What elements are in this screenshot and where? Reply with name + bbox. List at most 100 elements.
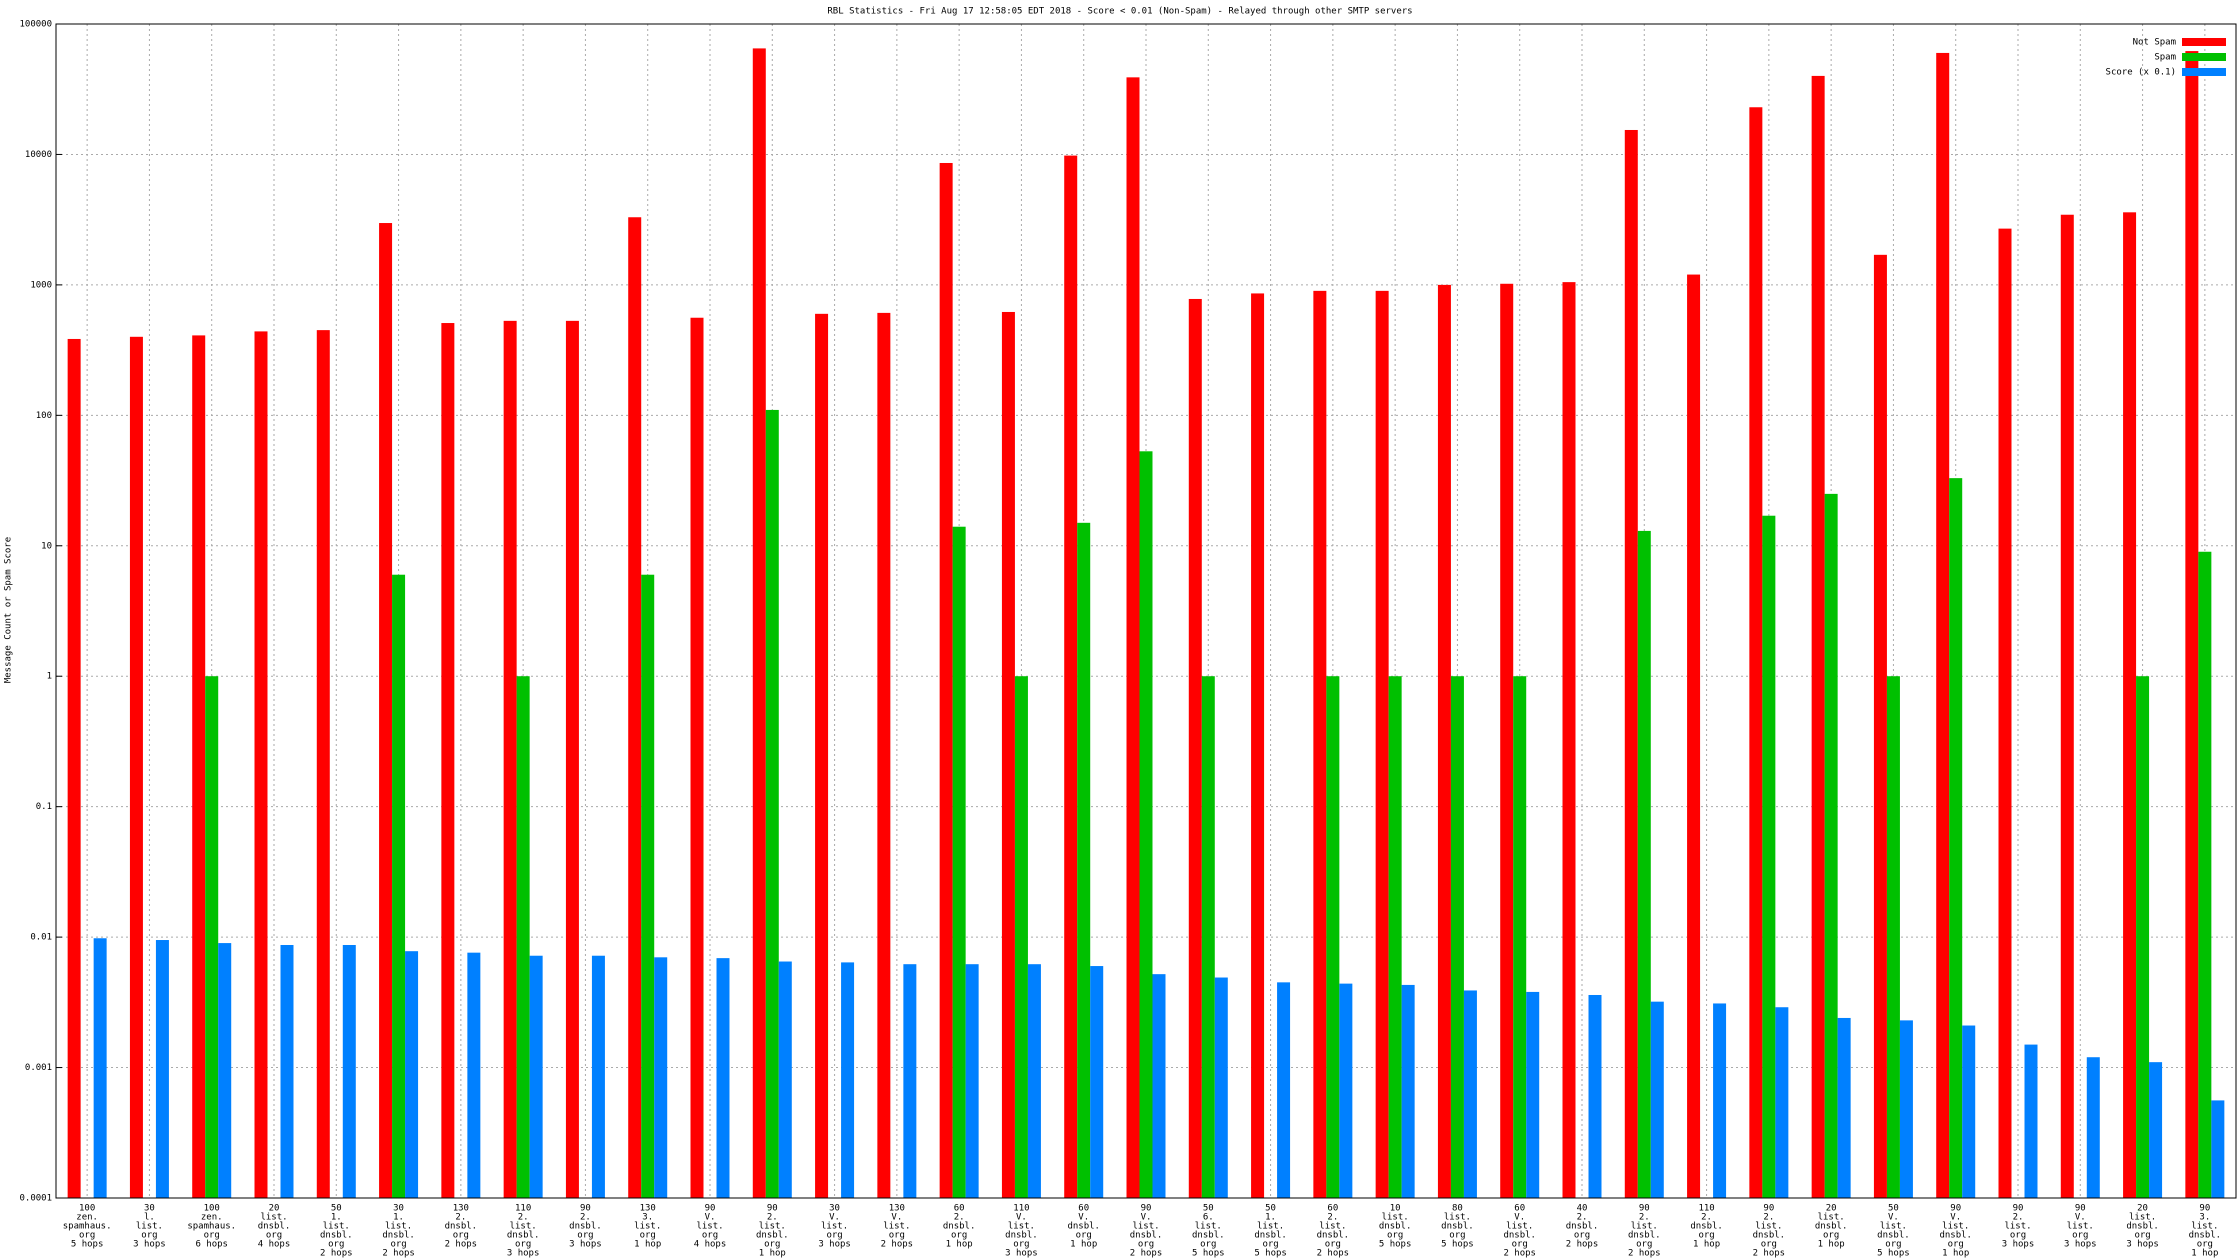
x-tick-label: 2. [1639,1213,1650,1223]
x-tick-label: 2 hops [1628,1249,1661,1259]
x-tick-label: dnsbl. [1628,1231,1661,1241]
x-tick-label: 1 hop [1070,1240,1097,1250]
bar [765,409,779,1198]
y-tick-label: 0.001 [25,1063,52,1073]
y-tick-label: 0.01 [30,933,52,943]
x-tick-label: list. [510,1222,537,1232]
x-tick-label: dnsbl. [1877,1231,1910,1241]
x-tick-label: list. [883,1222,910,1232]
legend-label: Score (x 0.1) [2106,68,2176,78]
x-tick-label: 90 [1950,1204,1961,1214]
x-tick-label: 2 hops [382,1249,415,1259]
y-tick-label: 100 [36,411,52,421]
x-tick-label: 1 hop [1942,1249,1969,1259]
x-tick-label: list. [1942,1222,1969,1232]
x-tick-label: dnsbl. [569,1222,602,1232]
bar [716,958,730,1198]
bar [1064,155,1078,1198]
bar [67,338,81,1198]
bar [1713,1003,1727,1198]
bar [1762,515,1776,1198]
x-tick-label: 2. [1701,1213,1712,1223]
x-tick-label: 2 hops [1130,1249,1163,1259]
plot-frame [55,23,2237,1199]
legend-label: Spam [2154,53,2176,63]
bar [1139,451,1153,1198]
x-tick-label: org [1636,1240,1652,1250]
bar [1126,77,1140,1198]
bar [2024,1044,2038,1198]
x-tick-label: 3 hops [507,1249,540,1259]
x-tick-label: spamhaus. [187,1222,236,1232]
x-tick-label: 60 [1514,1204,1525,1214]
x-tick-label: list. [2004,1222,2031,1232]
bar [467,952,481,1198]
x-tick-label: dnsbl. [1005,1231,1038,1241]
x-tick-label: 1. [393,1213,404,1223]
bar [1749,107,1763,1199]
x-tick-label: dnsbl. [1192,1231,1225,1241]
x-tick-label: 2. [1577,1213,1588,1223]
bar [1526,991,1540,1198]
y-tick-label: 0.1 [36,802,52,812]
x-tick-label: 1 hop [759,1249,786,1259]
bar [2198,551,2212,1198]
x-tick-label: list. [260,1213,287,1223]
x-tick-label: 90 [580,1204,591,1214]
x-tick-label: 40 [1577,1204,1588,1214]
bar [516,676,530,1198]
x-tick-label: org [1823,1231,1839,1241]
x-tick-label: list. [1880,1222,1907,1232]
x-tick-label: 30 [829,1204,840,1214]
bar [392,574,406,1198]
x-tick-label: 30 [393,1204,404,1214]
x-tick-label: list. [2067,1222,2094,1232]
x-tick-label: 2. [2013,1213,2024,1223]
x-tick-label: spamhaus. [63,1222,112,1232]
x-tick-label: org [826,1231,842,1241]
bar [192,335,206,1199]
bar [1837,1017,1851,1198]
bar [1437,284,1451,1198]
x-tick-label: 50 [1265,1204,1276,1214]
x-tick-label: V. [1016,1213,1027,1223]
x-tick-label: 2 hops [881,1240,914,1250]
bar [1401,984,1415,1198]
x-tick-label: 60 [954,1204,965,1214]
x-tick-label: 60 [1078,1204,1089,1214]
bar [2060,214,2074,1198]
x-tick-label: 130 [889,1204,905,1214]
x-tick-label: 3 hops [1005,1249,1038,1259]
bar [1077,522,1091,1198]
bar [641,574,655,1198]
x-tick-label: 90 [2075,1204,2086,1214]
bar [1090,966,1104,1198]
x-tick-label: 1 hop [946,1240,973,1250]
bar [1201,676,1215,1198]
bar [1650,1001,1664,1198]
bar [1277,982,1291,1198]
x-tick-label: 3 hops [2126,1240,2159,1250]
bar [93,938,107,1198]
x-tick-label: org [577,1231,593,1241]
x-tick-label: 2. [1327,1213,1338,1223]
x-tick-label: 1 hop [2191,1249,2218,1259]
y-tick-label: 10000 [25,150,52,160]
bar [1873,254,1887,1198]
bar [815,313,829,1198]
x-tick-label: 6. [1203,1213,1214,1223]
legend-swatch [2182,53,2226,61]
x-tick-label: 20 [1826,1204,1837,1214]
x-tick-label: 3. [642,1213,653,1223]
x-tick-label: 20 [2137,1204,2148,1214]
x-tick-label: 2 hops [445,1240,478,1250]
bar [1637,530,1651,1198]
x-tick-label: dnsbl. [1379,1222,1412,1232]
x-tick-label: dnsbl. [1815,1222,1848,1232]
x-tick-label: dnsbl. [382,1231,415,1241]
y-axis-label: Message Count or Spam Score [4,537,14,683]
bar [565,320,579,1198]
x-tick-label: org [1885,1240,1901,1250]
x-tick-label: list. [759,1222,786,1232]
x-tick-label: list. [1008,1222,1035,1232]
